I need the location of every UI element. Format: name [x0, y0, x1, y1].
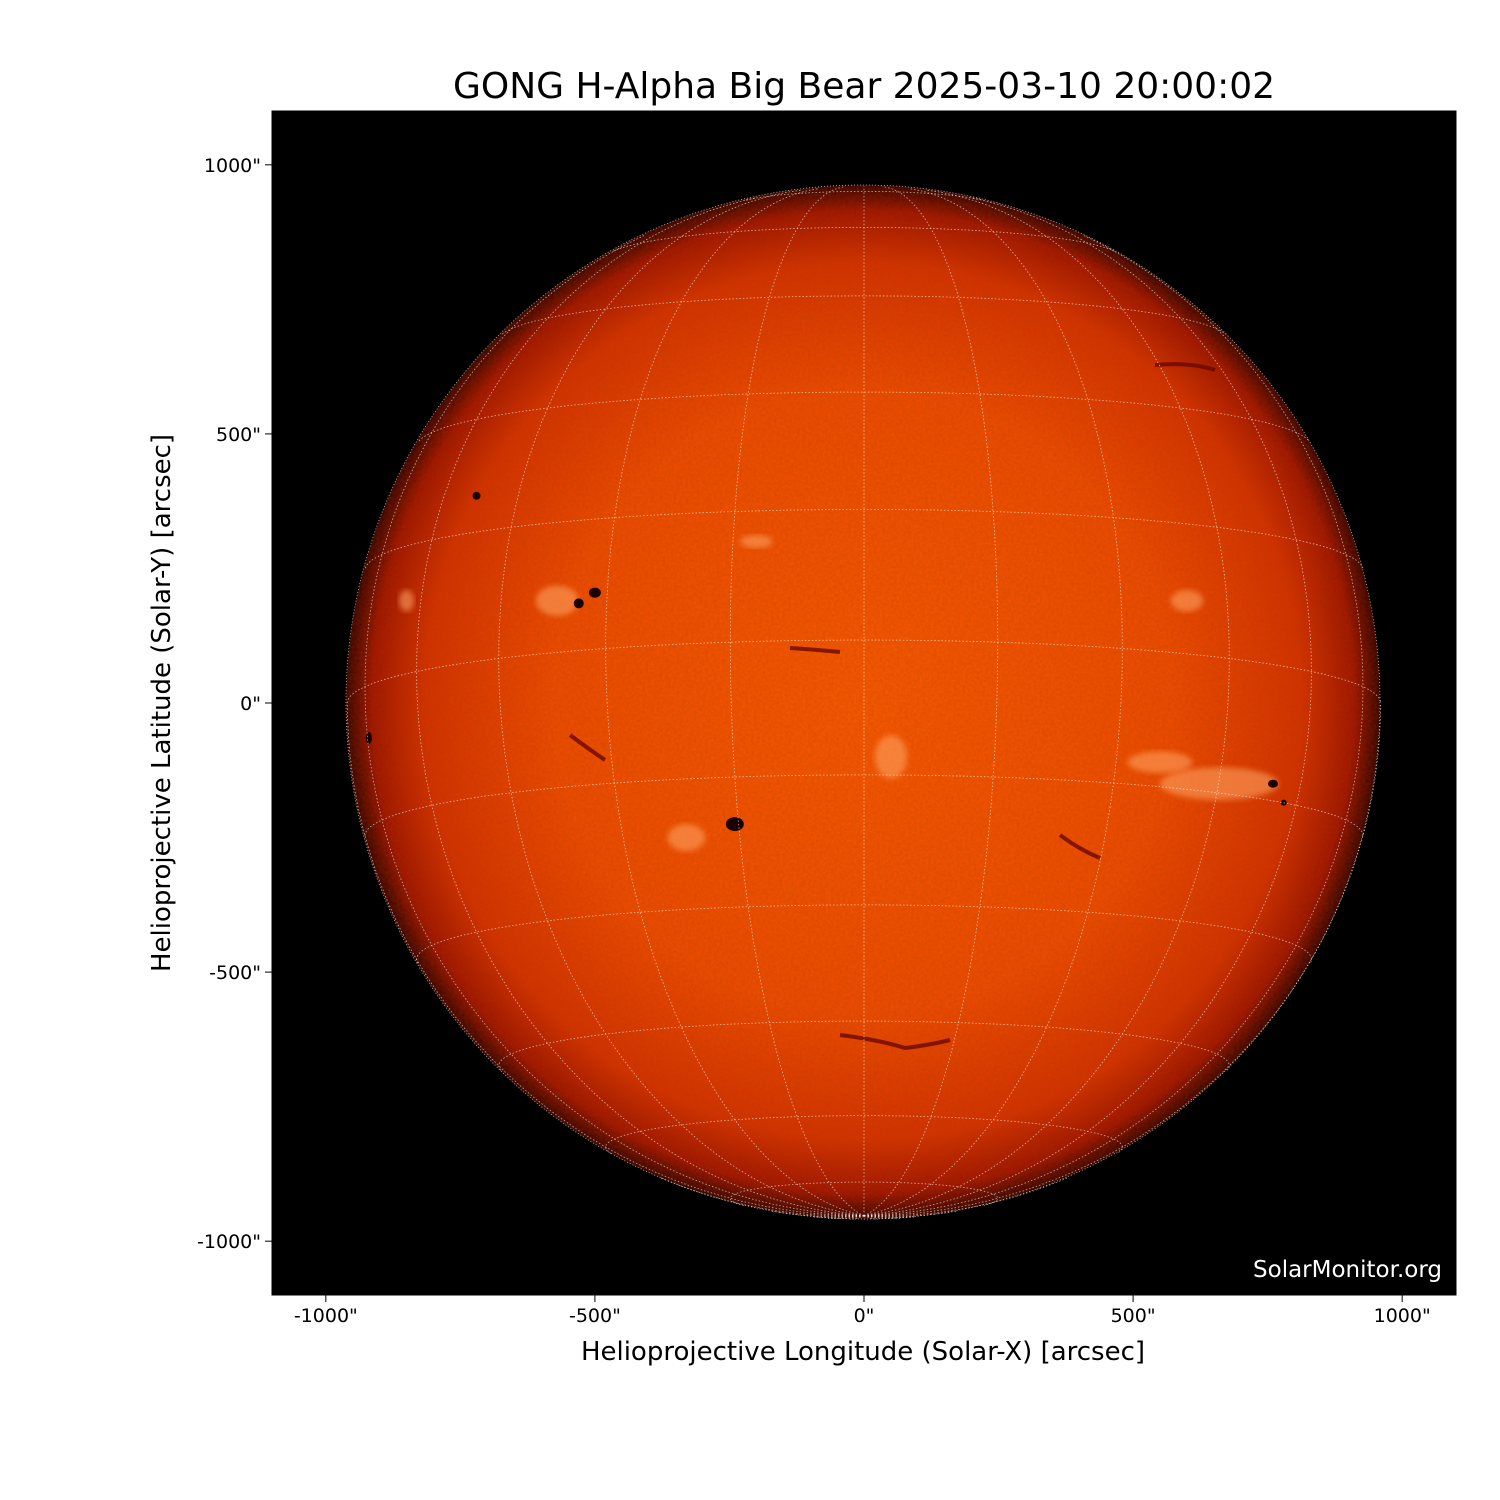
sunspot — [365, 731, 372, 744]
latitude-line — [605, 1115, 1123, 1154]
longitude-line — [605, 188, 865, 1217]
latitude-line — [745, 191, 983, 201]
longitude-line — [863, 234, 1364, 1217]
longitude-line — [770, 1210, 865, 1218]
longitude-line — [863, 1210, 958, 1218]
limb-outline — [345, 184, 1381, 1220]
longitude-line — [827, 1215, 865, 1220]
longitude-line — [863, 186, 999, 1217]
plage-region — [1170, 589, 1204, 612]
x-tick-label: -500" — [569, 1305, 621, 1327]
x-axis-ticks: -1000" -500" 0" 500" 1000" — [294, 1295, 1431, 1327]
longitude-line — [498, 189, 865, 1217]
longitude-line — [364, 234, 865, 1217]
plage-region — [667, 824, 706, 852]
longitude-line — [863, 188, 1123, 1217]
plage-region — [1159, 767, 1279, 800]
sunspot — [573, 598, 584, 609]
y-tick-label: 500" — [216, 424, 261, 446]
latitude-line — [364, 509, 1364, 569]
y-tick-label: -500" — [209, 962, 261, 984]
plage-region — [874, 735, 908, 779]
longitude-line — [863, 1215, 879, 1220]
latitude-line — [418, 391, 1310, 442]
heliographic-grid — [346, 186, 1382, 1220]
solar-features — [365, 362, 1287, 1051]
plage-region — [398, 589, 415, 612]
sunspot — [472, 491, 481, 500]
longitude-line — [729, 186, 865, 1217]
latitude-line — [501, 295, 1227, 335]
filament — [1058, 833, 1101, 860]
plage-region — [1127, 751, 1193, 773]
latitude-line — [498, 1020, 1230, 1071]
chart-title: GONG H-Alpha Big Bear 2025-03-10 20:00:0… — [452, 66, 1276, 107]
y-tick-label: 0" — [240, 693, 261, 715]
filament — [839, 1033, 951, 1051]
latitude-line — [729, 1181, 999, 1206]
longitude-line — [863, 189, 1230, 1217]
x-tick-label: 0" — [854, 1305, 875, 1327]
x-axis-label: Helioprojective Longitude (Solar-X) [arc… — [581, 1337, 1145, 1367]
latitude-line — [346, 639, 1382, 704]
filament — [1154, 362, 1216, 372]
y-axis-label: Helioprojective Latitude (Solar-Y) [arcs… — [147, 434, 177, 972]
sunspot — [588, 587, 601, 598]
x-tick-label: -1000" — [294, 1305, 358, 1327]
longitude-line — [813, 1215, 865, 1219]
y-axis-ticks: 1000" 500" 0" -500" -1000" — [197, 155, 272, 1253]
filament — [789, 646, 841, 654]
plage-region — [535, 585, 579, 616]
disk-texture — [346, 185, 1380, 1219]
y-tick-label: 1000" — [204, 155, 261, 177]
plage-region — [740, 535, 773, 549]
x-tick-label: 500" — [1111, 1305, 1156, 1327]
watermark: SolarMonitor.org — [1253, 1257, 1442, 1283]
y-tick-label: -1000" — [197, 1231, 261, 1253]
sunspot — [725, 817, 744, 832]
sunspot — [1268, 779, 1279, 788]
x-tick-label: 1000" — [1374, 1305, 1431, 1327]
filament — [568, 733, 607, 762]
longitude-line — [849, 1215, 865, 1220]
